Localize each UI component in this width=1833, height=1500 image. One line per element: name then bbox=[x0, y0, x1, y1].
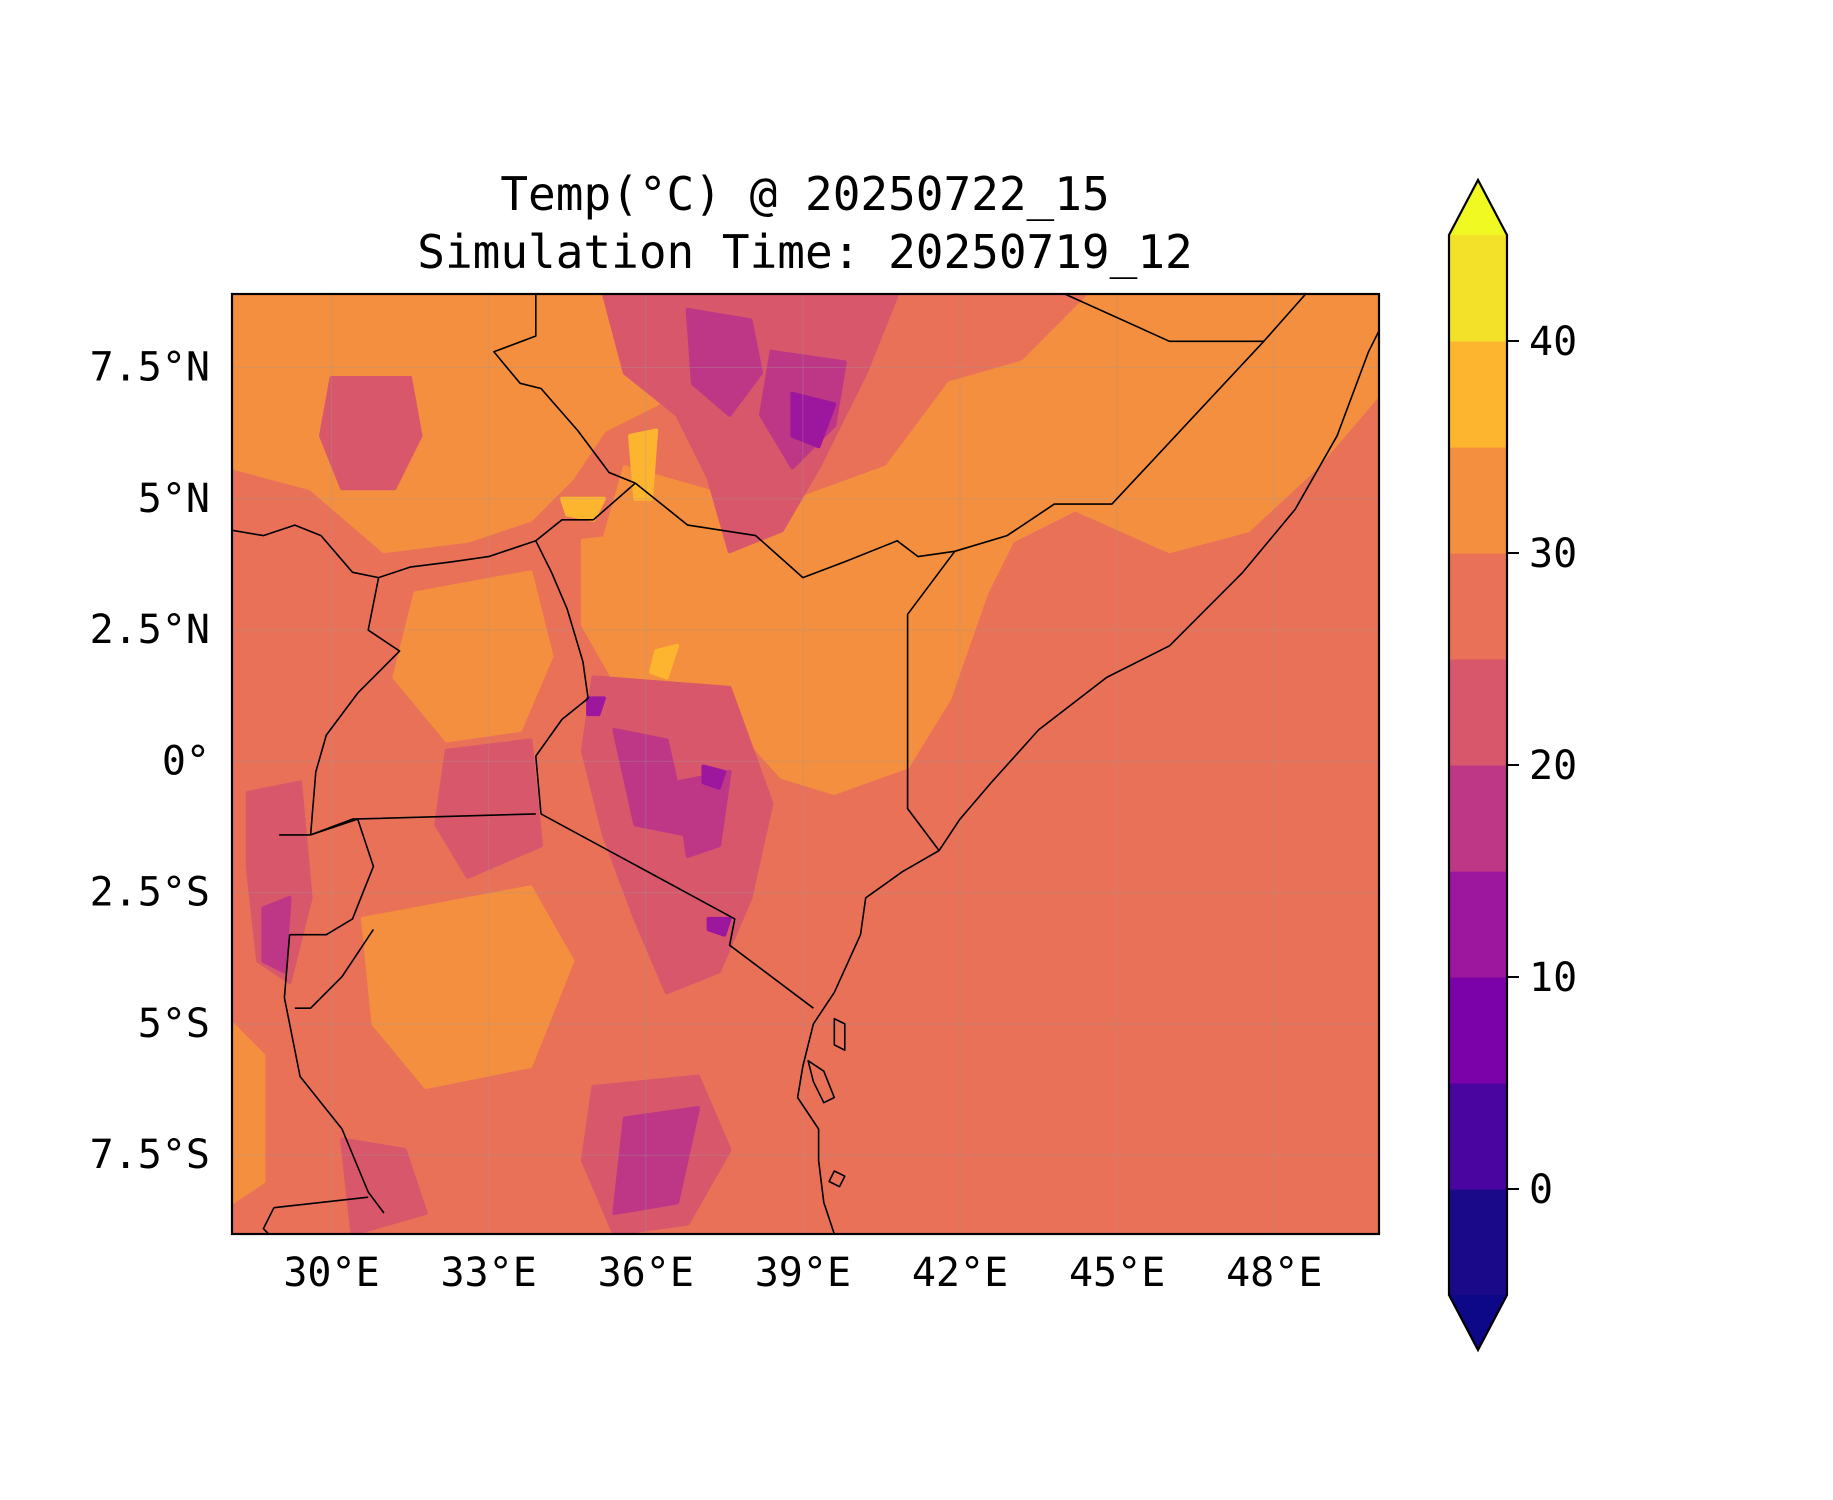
island-outline bbox=[833, 1017, 846, 1051]
colorbar-segment bbox=[1449, 659, 1507, 766]
colorbar-segment bbox=[1449, 1189, 1507, 1296]
temperature-region bbox=[586, 696, 606, 717]
temperature-region bbox=[649, 643, 680, 680]
map-frame bbox=[230, 292, 1381, 1236]
coastline bbox=[796, 330, 1379, 1234]
island-outline bbox=[807, 1059, 836, 1104]
x-axis-tick-labels: 30°E 33°E 36°E 39°E 42°E 45°E 48°E bbox=[283, 1250, 1322, 1296]
colorbar-extend-max bbox=[1449, 180, 1507, 235]
coastline-mainland bbox=[796, 330, 1379, 1234]
y-tick-label: 2.5°N bbox=[90, 607, 210, 653]
country-border bbox=[283, 934, 385, 1214]
temperature-region bbox=[601, 294, 1379, 795]
colorbar-tick-label: 0 bbox=[1529, 1167, 1553, 1213]
colorbar-tick-label: 40 bbox=[1529, 319, 1577, 365]
colorbar-segment bbox=[1449, 447, 1507, 554]
x-tick-label: 45°E bbox=[1069, 1250, 1165, 1296]
country-border bbox=[294, 928, 375, 1009]
country-border bbox=[634, 482, 955, 579]
colorbar-outline bbox=[1447, 177, 1509, 1353]
map-panel: 30°E 33°E 36°E 39°E 42°E 45°E 48°E 7.5°N 5°N 2.5… bbox=[90, 292, 1381, 1296]
x-tick-label: 42°E bbox=[912, 1250, 1008, 1296]
x-tick-label: 33°E bbox=[440, 1250, 536, 1296]
colorbar-segment bbox=[1449, 553, 1507, 660]
country-border bbox=[493, 294, 636, 484]
y-tick-label: 2.5°S bbox=[90, 870, 210, 916]
colorbar-segment bbox=[1449, 235, 1507, 342]
temperature-region bbox=[340, 1137, 428, 1234]
colorbar-extend-min bbox=[1449, 1295, 1507, 1350]
country-border bbox=[279, 818, 375, 936]
map-title-line1: Temp(°C) @ 20250722_15 bbox=[500, 167, 1109, 221]
y-tick-label: 5°S bbox=[138, 1001, 210, 1047]
colorbar-tick-label: 30 bbox=[1529, 531, 1577, 577]
y-tick-label: 7.5°N bbox=[90, 345, 210, 391]
temperature-region bbox=[706, 916, 732, 937]
colorbar-tick-label: 10 bbox=[1529, 955, 1577, 1001]
x-tick-label: 30°E bbox=[283, 1250, 379, 1296]
colorbar-segment bbox=[1449, 977, 1507, 1084]
colorbar-tick-label: 20 bbox=[1529, 743, 1577, 789]
country-border bbox=[309, 577, 401, 835]
country-border bbox=[262, 1207, 275, 1234]
colorbar-segment bbox=[1449, 871, 1507, 978]
country-border bbox=[906, 550, 956, 852]
colorbar-segment bbox=[1449, 341, 1507, 448]
x-tick-label: 39°E bbox=[755, 1250, 851, 1296]
country-border bbox=[535, 482, 636, 542]
temperature-region bbox=[319, 376, 423, 491]
temperature-contour-fill bbox=[232, 294, 1379, 1234]
country-border bbox=[273, 1196, 369, 1209]
colorbar-segment bbox=[1449, 1083, 1507, 1190]
country-border bbox=[1064, 294, 1264, 343]
y-tick-label: 7.5°S bbox=[90, 1132, 210, 1178]
temperature-region bbox=[434, 738, 543, 879]
temperature-region bbox=[612, 1106, 701, 1215]
island-outline bbox=[828, 1170, 846, 1188]
y-axis-tick-labels: 7.5°N 5°N 2.5°N 0° 2.5°S 5°S 7.5°S bbox=[90, 345, 210, 1179]
temperature-region bbox=[360, 885, 575, 1089]
temperature-region bbox=[628, 428, 659, 501]
temperature-region bbox=[392, 570, 554, 743]
country-border bbox=[232, 524, 537, 579]
temperature-region bbox=[701, 764, 727, 790]
colorbar-segment bbox=[1449, 765, 1507, 872]
x-tick-label: 48°E bbox=[1226, 1250, 1322, 1296]
temperature-region bbox=[232, 1021, 266, 1205]
country-border bbox=[954, 294, 1307, 553]
country-borders bbox=[232, 294, 1307, 1234]
y-tick-label: 0° bbox=[162, 738, 210, 784]
country-border bbox=[535, 540, 589, 814]
temperature-region bbox=[685, 307, 763, 417]
map-gridlines bbox=[232, 294, 1379, 1234]
map-title-line2: Simulation Time: 20250719_12 bbox=[417, 225, 1192, 279]
y-tick-label: 5°N bbox=[138, 476, 210, 522]
x-tick-label: 36°E bbox=[598, 1250, 694, 1296]
colorbar: 0 10 20 30 40 bbox=[1447, 177, 1577, 1353]
temperature-region bbox=[261, 895, 292, 974]
country-border bbox=[540, 813, 814, 1009]
temperature-region bbox=[790, 391, 837, 449]
